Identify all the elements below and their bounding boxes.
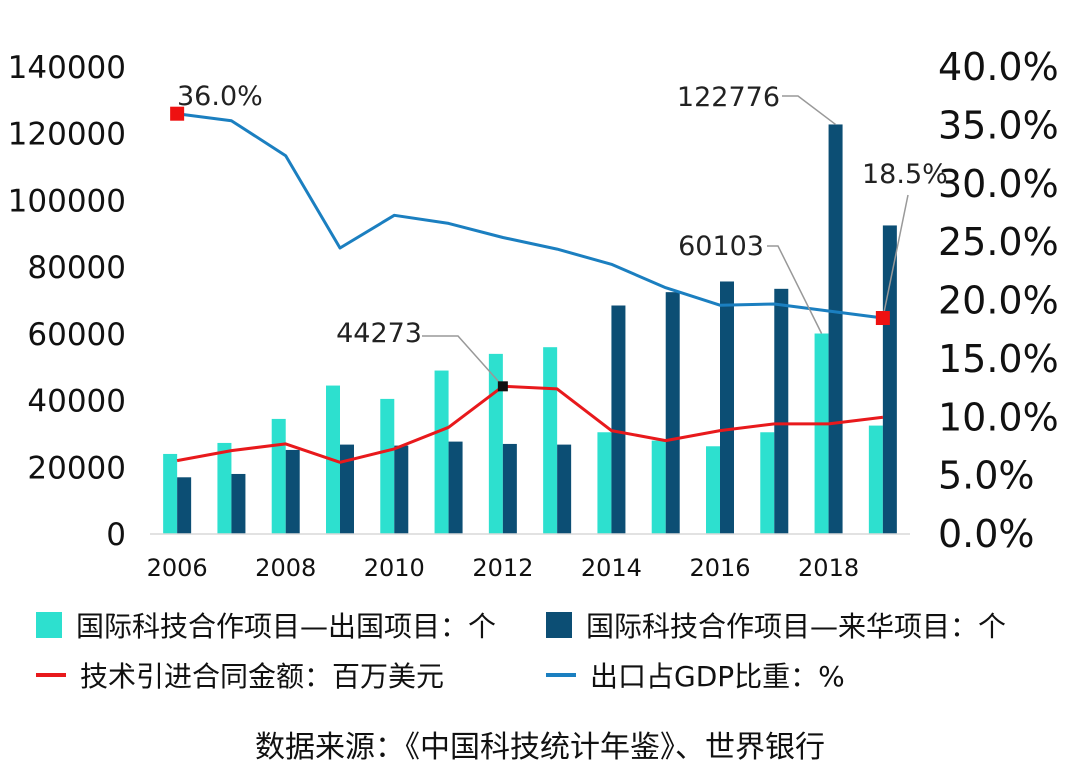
legend-item-inbound: 国际科技合作项目—来华项目：个 <box>546 605 1056 645</box>
x-tick-2018: 2018 <box>798 554 859 582</box>
right-tick-35.0%: 35.0% <box>938 103 1059 147</box>
bar-outbound-2007 <box>217 442 232 534</box>
bar-inbound-2006 <box>177 477 192 534</box>
legend-row-1: 国际科技合作项目—出国项目：个 国际科技合作项目—来华项目：个 <box>36 600 1056 650</box>
bar-outbound-2012 <box>488 353 503 534</box>
left-tick-100000: 100000 <box>8 183 126 219</box>
annotation-36-0-percent: 36.0% <box>177 81 263 112</box>
bar-inbound-2011 <box>448 441 463 534</box>
marker-18-5-percent <box>875 311 890 326</box>
chart: 020000400006000080000100000120000140000 … <box>8 45 1059 582</box>
bar-outbound-2010 <box>380 398 395 534</box>
right-tick-5.0%: 5.0% <box>938 454 1035 498</box>
bar-inbound-2009 <box>340 444 354 534</box>
bar-inbound-2017 <box>774 288 789 534</box>
legend-label-inbound: 国际科技合作项目—来华项目：个 <box>586 610 1007 643</box>
annotation-18-5-percent: 18.5% <box>862 159 948 190</box>
bar-inbound-2015 <box>665 292 680 534</box>
leader-line-18-5-percent <box>882 194 909 319</box>
line-tech-import <box>176 384 884 464</box>
left-tick-40000: 40000 <box>27 384 126 420</box>
bar-outbound-2008 <box>271 418 286 534</box>
bar-outbound-2011 <box>434 370 449 534</box>
right-tick-40.0%: 40.0% <box>938 45 1059 89</box>
legend: 国际科技合作项目—出国项目：个 国际科技合作项目—来华项目：个 技术引进合同金额… <box>36 600 1056 700</box>
legend-swatch-export-gdp <box>546 673 576 677</box>
x-axis-ticks: 2006 2008 2010 2012 2014 2016 2018 <box>147 554 860 582</box>
lines-group <box>176 112 884 464</box>
bar-inbound-2007 <box>231 473 246 534</box>
right-tick-0.0%: 0.0% <box>938 512 1035 556</box>
right-tick-10.0%: 10.0% <box>938 395 1059 439</box>
bar-inbound-2014 <box>611 305 626 534</box>
right-axis-ticks: 0.0% 5.0% 10.0% 15.0% 20.0% 25.0% 30.0% 35.0% 40… <box>938 45 1059 556</box>
bar-outbound-2006 <box>163 453 178 534</box>
legend-row-2: 技术引进合同金额：百万美元 出口占GDP比重：% <box>36 650 1056 700</box>
bar-outbound-2014 <box>597 432 612 534</box>
x-tick-2012: 2012 <box>472 554 533 582</box>
left-tick-140000: 140000 <box>8 50 126 86</box>
line-export-gdp <box>176 112 884 320</box>
legend-swatch-tech-import <box>36 673 66 677</box>
bar-outbound-2015 <box>651 440 666 534</box>
marker-44273 <box>497 381 508 392</box>
x-tick-2008: 2008 <box>255 554 316 582</box>
right-tick-30.0%: 30.0% <box>938 162 1059 206</box>
annotation-60103: 60103 <box>678 231 764 262</box>
leader-line-60103 <box>767 245 823 334</box>
annotation-122776: 122776 <box>677 82 780 113</box>
right-tick-25.0%: 25.0% <box>938 220 1059 264</box>
bar-inbound-2016 <box>720 281 734 534</box>
legend-label-outbound: 国际科技合作项目—出国项目：个 <box>76 610 497 643</box>
x-tick-2016: 2016 <box>689 554 750 582</box>
x-tick-2014: 2014 <box>581 554 642 582</box>
bar-inbound-2008 <box>285 449 300 534</box>
x-tick-2010: 2010 <box>364 554 425 582</box>
leader-line-122776 <box>782 95 837 126</box>
annotation-44273: 44273 <box>336 318 422 349</box>
right-tick-15.0%: 15.0% <box>938 337 1059 381</box>
left-tick-20000: 20000 <box>27 450 126 486</box>
legend-label-export-gdp: 出口占GDP比重：% <box>590 660 845 693</box>
left-axis-ticks: 0 20000 40000 60000 80000 100000 120000 140000 <box>8 50 126 553</box>
legend-label-tech-import: 技术引进合同金额：百万美元 <box>80 660 445 693</box>
marker-36-0-percent <box>170 106 185 121</box>
legend-item-tech-import: 技术引进合同金额：百万美元 <box>36 655 546 695</box>
bars-group <box>163 124 897 535</box>
bar-outbound-2017 <box>760 432 775 534</box>
left-tick-0: 0 <box>106 517 126 553</box>
bar-inbound-2012 <box>502 443 517 534</box>
x-tick-2006: 2006 <box>147 554 208 582</box>
bar-outbound-2016 <box>706 446 720 534</box>
legend-swatch-inbound <box>546 612 572 638</box>
leader-line-44273 <box>422 335 504 387</box>
bar-inbound-2019 <box>882 225 897 535</box>
legend-item-outbound: 国际科技合作项目—出国项目：个 <box>36 605 546 645</box>
left-tick-60000: 60000 <box>27 317 126 353</box>
source-note: 数据来源：《中国科技统计年鉴》、世界银行 <box>255 730 825 765</box>
legend-item-export-gdp: 出口占GDP比重：% <box>546 655 1056 695</box>
left-tick-120000: 120000 <box>8 117 126 153</box>
legend-swatch-outbound <box>36 612 62 638</box>
bar-inbound-2018 <box>828 124 843 534</box>
bar-outbound-2018 <box>814 333 829 534</box>
bar-inbound-2010 <box>394 445 409 534</box>
left-tick-80000: 80000 <box>27 250 126 286</box>
bar-inbound-2013 <box>557 444 572 534</box>
bar-outbound-2013 <box>543 347 558 534</box>
annotations-group: 36.0% 44273 122776 60103 18.5% <box>170 81 948 392</box>
right-tick-20.0%: 20.0% <box>938 279 1059 323</box>
bar-outbound-2019 <box>868 425 883 534</box>
